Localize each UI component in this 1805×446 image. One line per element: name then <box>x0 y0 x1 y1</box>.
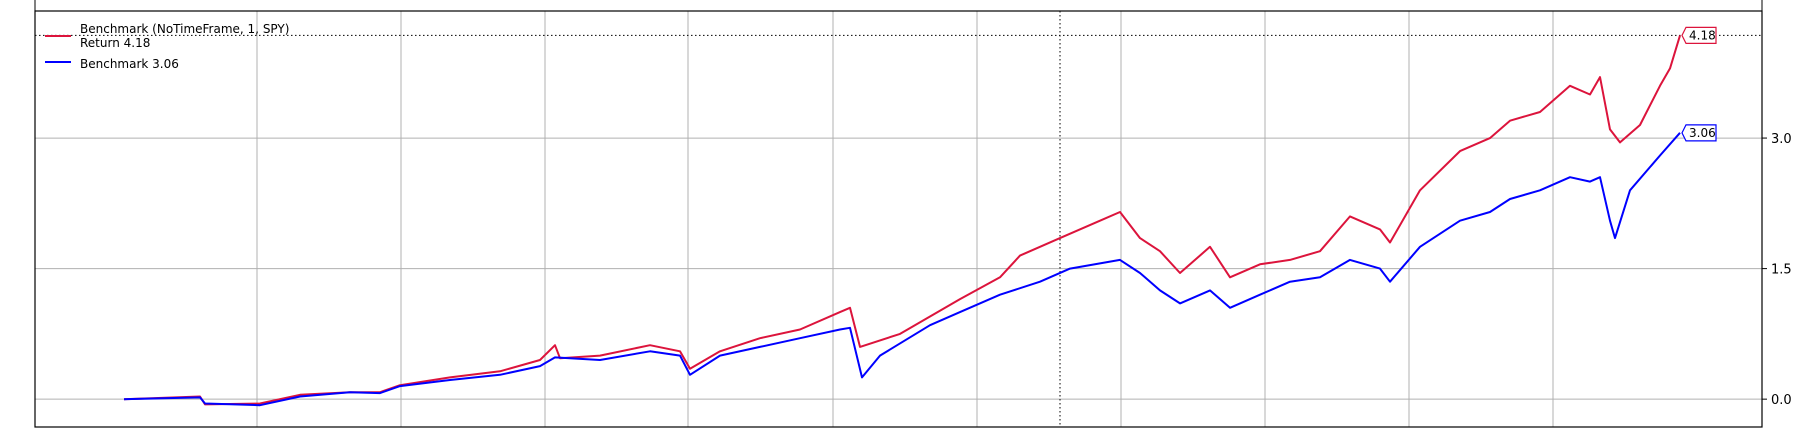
grid <box>35 11 1762 427</box>
legend-label-return-line1: Benchmark (NoTimeFrame, 1, SPY) <box>80 22 289 36</box>
last-value-box <box>1681 26 1717 44</box>
legend-label-benchmark: Benchmark 3.06 <box>80 57 179 71</box>
y-tick-label: 0.0 <box>1771 393 1792 408</box>
y-tick-label: 1.5 <box>1771 263 1792 278</box>
last-value-label: 3.06 <box>1689 126 1716 140</box>
last-value-label: 4.18 <box>1689 28 1716 42</box>
legend: Benchmark (NoTimeFrame, 1, SPY) Return 4… <box>45 22 289 71</box>
series-line-benchmark <box>123 132 1681 407</box>
series-line-return <box>123 35 1681 406</box>
y-tick-label: 3.0 <box>1771 132 1792 147</box>
plot-frame <box>34 10 1763 428</box>
last-value-box <box>1681 124 1717 142</box>
last-value-labels: 4.18 3.06 <box>1681 26 1717 142</box>
series-lines <box>123 35 1681 407</box>
y-axis: 0.0 1.5 3.0 <box>1762 132 1792 408</box>
legend-label-return-line2: Return 4.18 <box>80 36 150 50</box>
